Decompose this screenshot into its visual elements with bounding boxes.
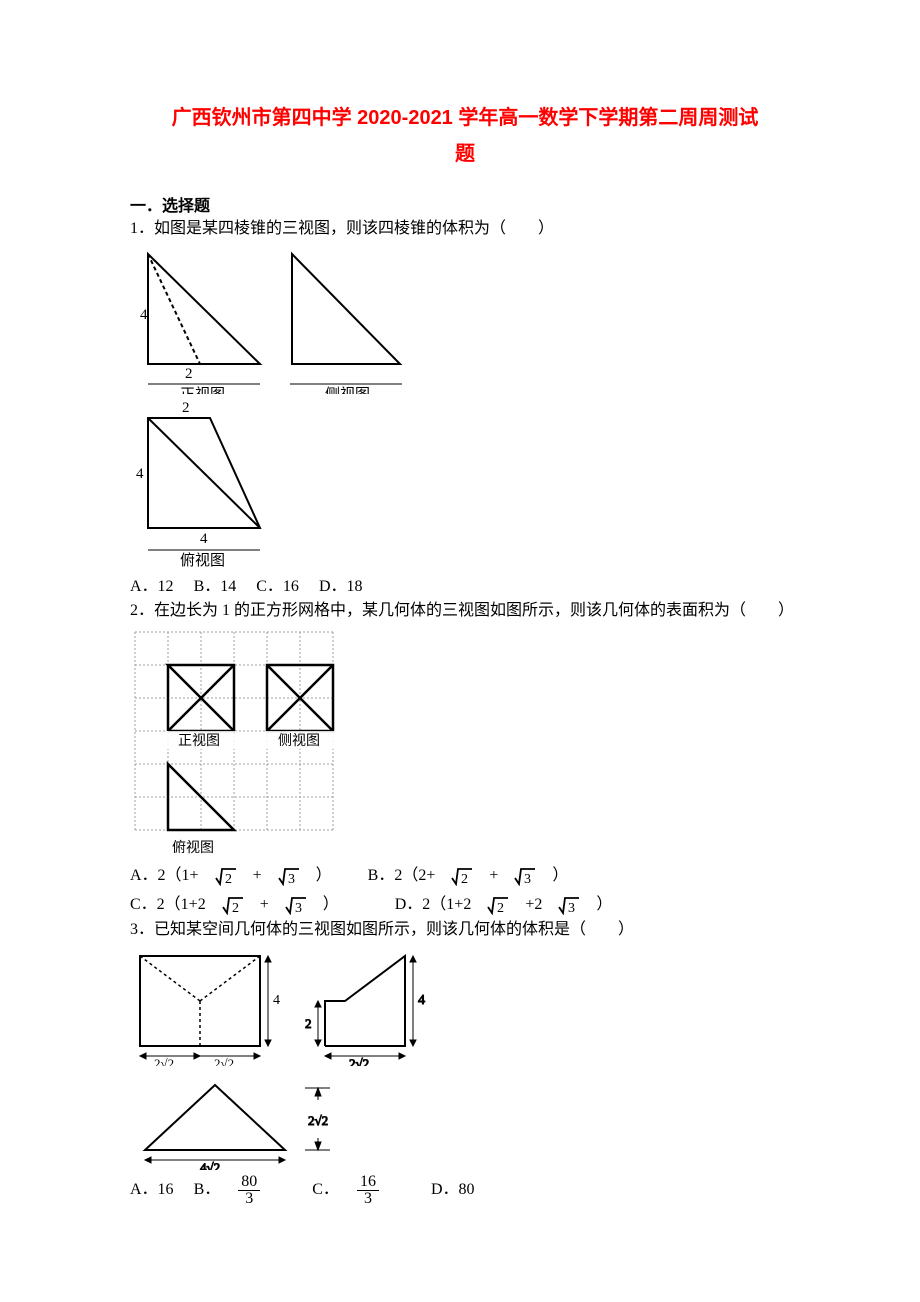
q2-opt-d: D．2（1+22+23） bbox=[395, 896, 629, 913]
q3-top-view: 2√2 4√2 bbox=[130, 1070, 390, 1170]
q1-top-h-label: 4 bbox=[136, 466, 144, 482]
q1-figures-row2: 2 4 4 俯视图 bbox=[130, 398, 800, 568]
q3-opt-b: B．803 bbox=[194, 1181, 293, 1198]
q3-options: A．16 B．803 C．163 D．80 bbox=[130, 1174, 800, 1207]
title-line-1: 广西钦州市第四中学 2020-2021 学年高一数学下学期第二周周测试 bbox=[130, 100, 800, 136]
q1-top-view: 2 4 4 俯视图 bbox=[130, 398, 290, 568]
q3-text: 3．已知某空间几何体的三视图如图所示，则该几何体的体积是（ ） bbox=[130, 919, 800, 941]
q3-figures-row1: 4 2√2 2√2 4 2 bbox=[130, 946, 800, 1066]
q1-front-label: 正视图 bbox=[180, 386, 225, 394]
svg-text:2: 2 bbox=[461, 872, 468, 886]
q2-front-label: 正视图 bbox=[178, 733, 220, 749]
q1-options: A．12 B．14 C．16 D．18 bbox=[130, 572, 800, 596]
svg-text:2√2: 2√2 bbox=[214, 1056, 234, 1066]
q2-side-label: 侧视图 bbox=[278, 733, 320, 749]
q1-front-side-views: 4 2 正视图 侧视图 bbox=[130, 244, 410, 394]
svg-text:2: 2 bbox=[232, 901, 239, 915]
svg-text:3: 3 bbox=[568, 901, 575, 915]
q2-opt-b: B．2（2+2+3） bbox=[368, 867, 585, 884]
svg-text:4√2: 4√2 bbox=[200, 1160, 220, 1170]
q1-opt-b: B．14 bbox=[194, 578, 237, 595]
q2-opt-c: C．2（1+22+3） bbox=[130, 896, 355, 913]
exam-title: 广西钦州市第四中学 2020-2021 学年高一数学下学期第二周周测试 题 bbox=[130, 100, 800, 172]
q1-side-label: 侧视图 bbox=[325, 386, 370, 394]
svg-text:2√2: 2√2 bbox=[154, 1056, 174, 1066]
svg-text:2√2: 2√2 bbox=[308, 1113, 328, 1128]
q2-options-row2: C．2（1+22+3） D．2（1+22+23） bbox=[130, 890, 800, 915]
q2-options-row1: A．2（1+2+3） B．2（2+2+3） bbox=[130, 861, 800, 886]
q2-grid-figure: 正视图 侧视图 俯视图 bbox=[130, 627, 800, 857]
q2-top-label: 俯视图 bbox=[172, 837, 800, 857]
q1-top-bottom-label: 4 bbox=[200, 531, 208, 547]
q1-top-label: 俯视图 bbox=[180, 552, 225, 568]
q2-text: 2．在边长为 1 的正方形网格中，某几何体的三视图如图所示，则该几何体的表面积为… bbox=[130, 600, 800, 622]
title-line-2: 题 bbox=[130, 136, 800, 172]
q1-front-h-label: 4 bbox=[140, 307, 148, 323]
svg-text:2: 2 bbox=[225, 872, 232, 886]
q3-figures-row2: 2√2 4√2 bbox=[130, 1070, 800, 1170]
q1-opt-d: D．18 bbox=[319, 578, 363, 595]
q3-front-side-views: 4 2√2 2√2 4 2 bbox=[130, 946, 430, 1066]
q2-opt-a: A．2（1+2+3） bbox=[130, 867, 348, 884]
svg-text:4: 4 bbox=[418, 993, 425, 1008]
svg-text:4: 4 bbox=[273, 993, 280, 1008]
q1-figures-row1: 4 2 正视图 侧视图 bbox=[130, 244, 800, 394]
q1-front-inset-label: 2 bbox=[185, 366, 193, 382]
svg-text:2: 2 bbox=[497, 901, 504, 915]
q1-text: 1．如图是某四棱锥的三视图，则该四棱锥的体积为（ ） bbox=[130, 218, 800, 240]
q1-opt-a: A．12 bbox=[130, 578, 174, 595]
svg-text:2√2: 2√2 bbox=[349, 1056, 369, 1066]
svg-text:2: 2 bbox=[305, 1016, 312, 1031]
svg-text:3: 3 bbox=[288, 872, 295, 886]
q2-three-view-grid: 正视图 侧视图 bbox=[130, 627, 340, 837]
svg-text:3: 3 bbox=[524, 872, 531, 886]
q3-opt-a: A．16 bbox=[130, 1181, 174, 1198]
section-1-heading: 一．选择题 bbox=[130, 192, 800, 216]
q1-opt-c: C．16 bbox=[256, 578, 299, 595]
svg-text:3: 3 bbox=[295, 901, 302, 915]
q3-opt-d: D．80 bbox=[431, 1181, 475, 1198]
q3-opt-c: C．163 bbox=[312, 1181, 411, 1198]
q1-top-top-label: 2 bbox=[182, 400, 190, 416]
